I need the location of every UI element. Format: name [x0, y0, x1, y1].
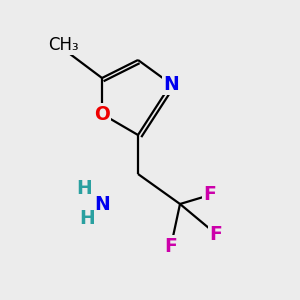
Text: N: N [163, 74, 179, 94]
Text: H: H [76, 179, 92, 199]
Text: H: H [79, 209, 95, 229]
Text: N: N [94, 194, 110, 214]
Text: F: F [204, 185, 216, 205]
Text: F: F [210, 224, 222, 244]
Text: F: F [165, 236, 177, 256]
Text: CH₃: CH₃ [48, 36, 78, 54]
Text: O: O [94, 104, 110, 124]
